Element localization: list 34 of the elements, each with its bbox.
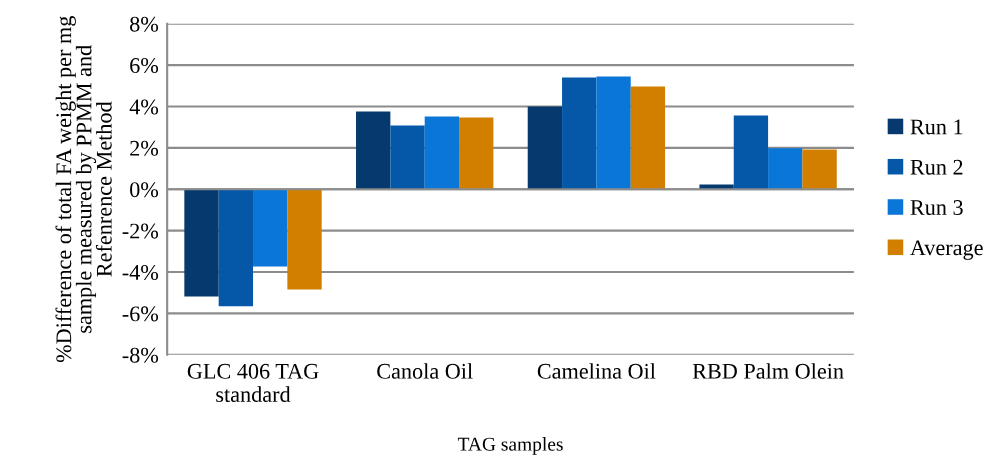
bar <box>459 117 494 190</box>
y-tick-label: 2% <box>130 140 159 156</box>
y-tick-label: 0% <box>130 182 159 198</box>
x-tick-label: Canola Oil <box>377 363 473 379</box>
bar <box>218 189 254 307</box>
legend-label: Run 3 <box>910 200 963 215</box>
bar <box>253 189 288 267</box>
bar <box>768 148 803 190</box>
y-tick-label: -6% <box>122 306 159 322</box>
bar <box>596 76 631 190</box>
x-axis-title: TAG samples <box>457 437 563 455</box>
bar <box>287 189 322 290</box>
bar <box>527 106 563 190</box>
legend-label: Run 1 <box>910 119 963 135</box>
x-tick-label: Camelina Oil <box>537 363 656 379</box>
y-tick-label: -8% <box>122 347 159 363</box>
y-axis-title: %Difference of total FA weight per mg sample measured by PPMM and Refenrence Method <box>55 16 112 363</box>
bar <box>630 86 666 190</box>
legend-label: Run 2 <box>910 159 963 175</box>
bar <box>733 115 769 190</box>
bar <box>424 116 460 190</box>
bar <box>390 125 425 190</box>
x-tick-label: RBD Palm Olein <box>692 363 844 379</box>
y-tick-label: -4% <box>122 264 159 281</box>
bar <box>562 77 597 190</box>
legend-label: Average <box>910 240 983 260</box>
y-tick-label: 4% <box>129 99 159 115</box>
y-tick-label: 6% <box>130 58 159 74</box>
bar <box>802 149 837 190</box>
y-tick-label: -2% <box>122 223 159 239</box>
bar <box>356 111 391 190</box>
bar <box>184 189 219 297</box>
y-tick-label: 8% <box>130 16 159 32</box>
x-tick-label: GLC 406 TAG standard <box>187 363 319 402</box>
